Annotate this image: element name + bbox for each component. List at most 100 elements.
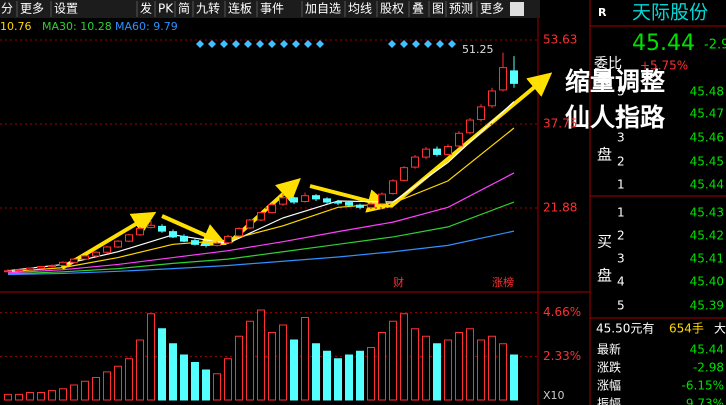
event-icon xyxy=(436,40,444,48)
volume-bar xyxy=(158,328,166,401)
volume-bar xyxy=(345,354,353,401)
candle-body xyxy=(114,240,122,248)
candle-body xyxy=(345,202,353,206)
toolbar-item[interactable]: PK xyxy=(158,2,174,16)
candle-body xyxy=(400,167,408,181)
candle-body xyxy=(246,219,254,229)
toolbar-item[interactable]: 加自选 xyxy=(305,2,341,16)
volume-bar xyxy=(213,373,221,401)
candle-body xyxy=(136,227,144,236)
toolbar-item[interactable]: 图 xyxy=(432,2,444,16)
toolbar-item[interactable]: 叠 xyxy=(412,2,424,16)
event-icon xyxy=(208,40,216,48)
volume-bar xyxy=(323,350,331,401)
candle-body xyxy=(499,67,507,91)
ma-label: MA30: 10.28 xyxy=(42,20,112,33)
toolbar-item[interactable]: 九转 xyxy=(196,1,220,16)
candle-body xyxy=(191,240,199,245)
candle-body xyxy=(356,204,364,208)
toolbar-item[interactable]: 事件 xyxy=(260,2,284,16)
toolbar-item[interactable]: 更多 xyxy=(480,2,504,16)
candle-body xyxy=(48,264,56,268)
toolbar-item[interactable]: 设置 xyxy=(54,2,78,16)
arrow xyxy=(161,214,227,247)
annotation: 51.25 xyxy=(462,43,494,56)
ma-line xyxy=(7,172,515,274)
stat-label: 涨跌 xyxy=(597,360,621,375)
toolbar-item[interactable]: 简 xyxy=(178,2,190,16)
candle-body xyxy=(103,246,111,253)
y-tick-label: 37.75 xyxy=(543,117,577,131)
ma-line xyxy=(7,101,515,272)
annotation: 仙人指路 xyxy=(565,103,666,132)
volume-bar xyxy=(466,328,474,401)
side-label: 卖 xyxy=(597,71,612,89)
side-label: 买 xyxy=(597,233,612,251)
toolbar-item[interactable]: 发 xyxy=(140,1,152,16)
candle-body xyxy=(59,261,67,266)
annotation: 涨榜 xyxy=(492,275,514,289)
volume-bar xyxy=(400,313,408,401)
toolbar-item[interactable]: 预测 xyxy=(449,2,473,16)
event-icon xyxy=(196,40,204,48)
event-icon xyxy=(244,40,252,48)
book-level: 5 xyxy=(617,299,625,313)
volume-bar xyxy=(334,358,342,401)
volume-bar xyxy=(411,328,419,401)
candle-body xyxy=(125,234,133,242)
event-icon xyxy=(388,40,396,48)
volume-bar xyxy=(136,339,144,401)
event-icon xyxy=(304,40,312,48)
event-icon xyxy=(256,40,264,48)
toolbar-item[interactable]: 股权 xyxy=(380,2,404,16)
weibi: +5.75% xyxy=(640,59,688,73)
toolbar-item[interactable]: 连板 xyxy=(228,1,252,16)
candle-body xyxy=(389,180,397,195)
stat-label: 涨幅 xyxy=(597,378,621,393)
candle-body xyxy=(180,235,188,242)
volume-bar xyxy=(301,317,309,401)
volume-bar xyxy=(202,369,210,401)
candle-body xyxy=(158,225,166,232)
event-icon xyxy=(292,40,300,48)
volume-bar xyxy=(48,390,56,401)
event-icon xyxy=(412,40,420,48)
weibi-label: 委比 xyxy=(594,56,622,72)
toolbar-item[interactable]: 更多 xyxy=(20,2,44,16)
candle-body xyxy=(235,227,243,237)
volume-bar xyxy=(378,332,386,401)
volume-bar xyxy=(444,339,452,401)
volume-bar xyxy=(510,354,518,401)
toolbar-item[interactable]: 分 xyxy=(1,2,13,16)
volume-bar xyxy=(246,320,254,401)
volume-bar xyxy=(125,358,133,401)
book-price: 45.45 xyxy=(690,155,724,169)
volume-bar xyxy=(15,393,23,401)
toolbar xyxy=(0,0,540,18)
candle-body xyxy=(290,197,298,203)
candle-body xyxy=(312,195,320,200)
candle-body xyxy=(4,270,12,273)
event-icon xyxy=(400,40,408,48)
ma-line xyxy=(7,127,515,273)
side-label: 盘 xyxy=(597,267,612,285)
side-label: 盘 xyxy=(597,146,612,164)
event-icon xyxy=(220,40,228,48)
candle-body xyxy=(433,148,441,155)
volume-bar xyxy=(81,380,89,401)
candle-body xyxy=(422,148,430,158)
candle-body xyxy=(202,243,210,246)
toolbar-icon[interactable] xyxy=(510,2,524,16)
volume-bar xyxy=(290,339,298,401)
ma-label: MA60: 9.79 xyxy=(115,20,178,33)
volume-bar xyxy=(92,377,100,401)
candle-body xyxy=(279,197,287,205)
code-mark: R xyxy=(598,6,607,19)
toolbar-item[interactable]: 均线 xyxy=(348,2,372,16)
y-tick-label: 2.33% xyxy=(543,349,581,363)
book-price: 45.39 xyxy=(690,299,724,313)
candle-body xyxy=(334,201,342,204)
candle-body xyxy=(268,204,276,214)
candle-body xyxy=(510,70,518,84)
